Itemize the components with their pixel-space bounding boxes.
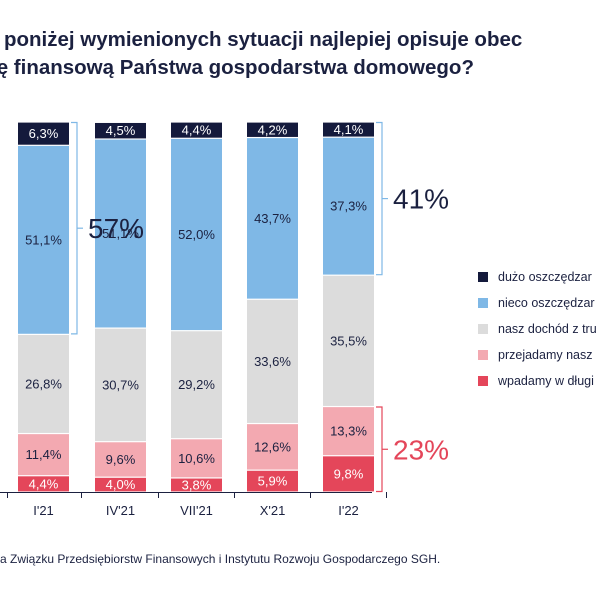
data-label-nasz-doch-d-z-tru-i-21: 26,8% — [25, 376, 62, 391]
chart-title-line1: z poniżej wymienionych sytuacji najlepie… — [0, 28, 523, 51]
data-label-wpadamy-w-d-ugi-x-21: 5,9% — [258, 474, 288, 489]
legend-swatch-wpadamy — [478, 376, 488, 386]
legend-swatch-nieco — [478, 298, 488, 308]
bar-nieco-oszcz-dzar-i-22 — [323, 137, 374, 275]
data-label-nieco-oszcz-dzar-x-21: 43,7% — [254, 211, 291, 226]
data-label-przejadamy-nasz-x-21: 12,6% — [254, 439, 291, 454]
bar-du-o-oszcz-dzar-x-21 — [247, 122, 298, 137]
data-label-nieco-oszcz-dzar-i-22: 37,3% — [330, 199, 367, 214]
bar-nasz-doch-d-z-tru-i-21 — [18, 334, 69, 433]
bar-nieco-oszcz-dzar-iv-21 — [95, 139, 146, 328]
bar-nieco-oszcz-dzar-x-21 — [247, 138, 298, 299]
chart-title-line2: ję finansową Państwa gospodarstwa domowe… — [0, 56, 474, 79]
bar-przejadamy-nasz-x-21 — [247, 424, 298, 470]
data-label-przejadamy-nasz-i-22: 13,3% — [330, 424, 367, 439]
x-tick-label-iv-21: IV'21 — [106, 503, 135, 518]
annotation-label-1: 41% — [393, 184, 449, 215]
legend-item-nasz: nasz dochód z tru — [478, 320, 600, 346]
legend-item-wpadamy: wpadamy w długi — [478, 372, 600, 398]
data-label-nieco-oszcz-dzar-iv-21: 51,1% — [102, 226, 139, 241]
bar-nasz-doch-d-z-tru-x-21 — [247, 299, 298, 423]
data-label-nasz-doch-d-z-tru-x-21: 33,6% — [254, 354, 291, 369]
data-label-przejadamy-nasz-vii-21: 10,6% — [178, 451, 215, 466]
annotation-label-2: 23% — [393, 434, 449, 465]
data-label-nieco-oszcz-dzar-vii-21: 52,0% — [178, 227, 215, 242]
data-label-nieco-oszcz-dzar-i-21: 51,1% — [25, 232, 62, 247]
annotation-bracket-0 — [71, 121, 78, 335]
data-label-nasz-doch-d-z-tru-iv-21: 30,7% — [102, 377, 139, 392]
data-label-du-o-oszcz-dzar-i-22: 4,1% — [334, 122, 364, 137]
legend-swatch-przejadamy — [478, 350, 488, 360]
annotation-bracket-2 — [376, 406, 383, 493]
bar-wpadamy-w-d-ugi-vii-21 — [171, 478, 222, 492]
bar-wpadamy-w-d-ugi-x-21 — [247, 470, 298, 492]
bar-przejadamy-nasz-iv-21 — [95, 442, 146, 477]
legend-label-wpadamy: wpadamy w długi — [498, 374, 594, 388]
bar-du-o-oszcz-dzar-iv-21 — [95, 122, 146, 139]
data-label-wpadamy-w-d-ugi-i-21: 4,4% — [29, 476, 59, 491]
source-text: ania Związku Przedsiębiorstw Finansowych… — [0, 552, 441, 566]
x-tick-label-i-22: I'22 — [338, 503, 359, 518]
legend-item-nieco: nieco oszczędzar — [478, 294, 600, 320]
x-tick-label-i-21: I'21 — [33, 503, 54, 518]
bar-du-o-oszcz-dzar-vii-21 — [171, 122, 222, 138]
bar-przejadamy-nasz-i-21 — [18, 434, 69, 476]
data-label-wpadamy-w-d-ugi-iv-21: 4,0% — [106, 477, 136, 492]
legend-label-przejadamy: przejadamy nasz — [498, 348, 593, 362]
data-label-du-o-oszcz-dzar-i-21: 6,3% — [29, 126, 59, 141]
annotation-label-0: 57% — [88, 213, 144, 244]
bar-przejadamy-nasz-vii-21 — [171, 439, 222, 478]
data-label-wpadamy-w-d-ugi-vii-21: 3,8% — [182, 477, 212, 492]
bar-nieco-oszcz-dzar-vii-21 — [171, 138, 222, 331]
bar-du-o-oszcz-dzar-i-21 — [18, 122, 69, 145]
bar-du-o-oszcz-dzar-i-22 — [323, 122, 374, 137]
x-tick-label-vii-21: VII'21 — [180, 503, 213, 518]
bar-wpadamy-w-d-ugi-iv-21 — [95, 477, 146, 492]
legend-item-duzo: dużo oszczędzar — [478, 268, 600, 294]
legend-label-duzo: dużo oszczędzar — [498, 270, 592, 284]
data-label-przejadamy-nasz-i-21: 11,4% — [26, 447, 62, 462]
legend-swatch-duzo — [478, 272, 488, 282]
x-tick-label-x-21: X'21 — [260, 503, 286, 518]
legend-label-nieco: nieco oszczędzar — [498, 296, 595, 310]
bar-przejadamy-nasz-i-22 — [323, 407, 374, 456]
annotation-bracket-1 — [376, 121, 383, 276]
data-label-nasz-doch-d-z-tru-i-22: 35,5% — [330, 333, 367, 348]
bar-nasz-doch-d-z-tru-vii-21 — [171, 331, 222, 439]
legend-label-nasz: nasz dochód z tru — [498, 322, 597, 336]
data-label-wpadamy-w-d-ugi-i-22: 9,8% — [334, 466, 364, 481]
source-note: ania Związku Przedsiębiorstw Finansowych… — [0, 552, 600, 566]
legend: dużo oszczędzar nieco oszczędzar nasz do… — [478, 268, 600, 398]
data-label-du-o-oszcz-dzar-iv-21: 4,5% — [106, 123, 136, 138]
data-label-nasz-doch-d-z-tru-vii-21: 29,2% — [178, 377, 215, 392]
bar-nasz-doch-d-z-tru-i-22 — [323, 275, 374, 406]
bar-nieco-oszcz-dzar-i-21 — [18, 145, 69, 334]
legend-item-przejadamy: przejadamy nasz — [478, 346, 600, 372]
chart-title: z poniżej wymienionych sytuacji najlepie… — [0, 26, 600, 82]
legend-swatch-nasz — [478, 324, 488, 334]
bar-wpadamy-w-d-ugi-i-21 — [18, 476, 69, 492]
data-label-przejadamy-nasz-iv-21: 9,6% — [106, 452, 136, 467]
bar-nasz-doch-d-z-tru-iv-21 — [95, 328, 146, 442]
data-label-du-o-oszcz-dzar-vii-21: 4,4% — [182, 123, 212, 138]
data-label-du-o-oszcz-dzar-x-21: 4,2% — [258, 122, 288, 137]
bar-wpadamy-w-d-ugi-i-22 — [323, 456, 374, 492]
